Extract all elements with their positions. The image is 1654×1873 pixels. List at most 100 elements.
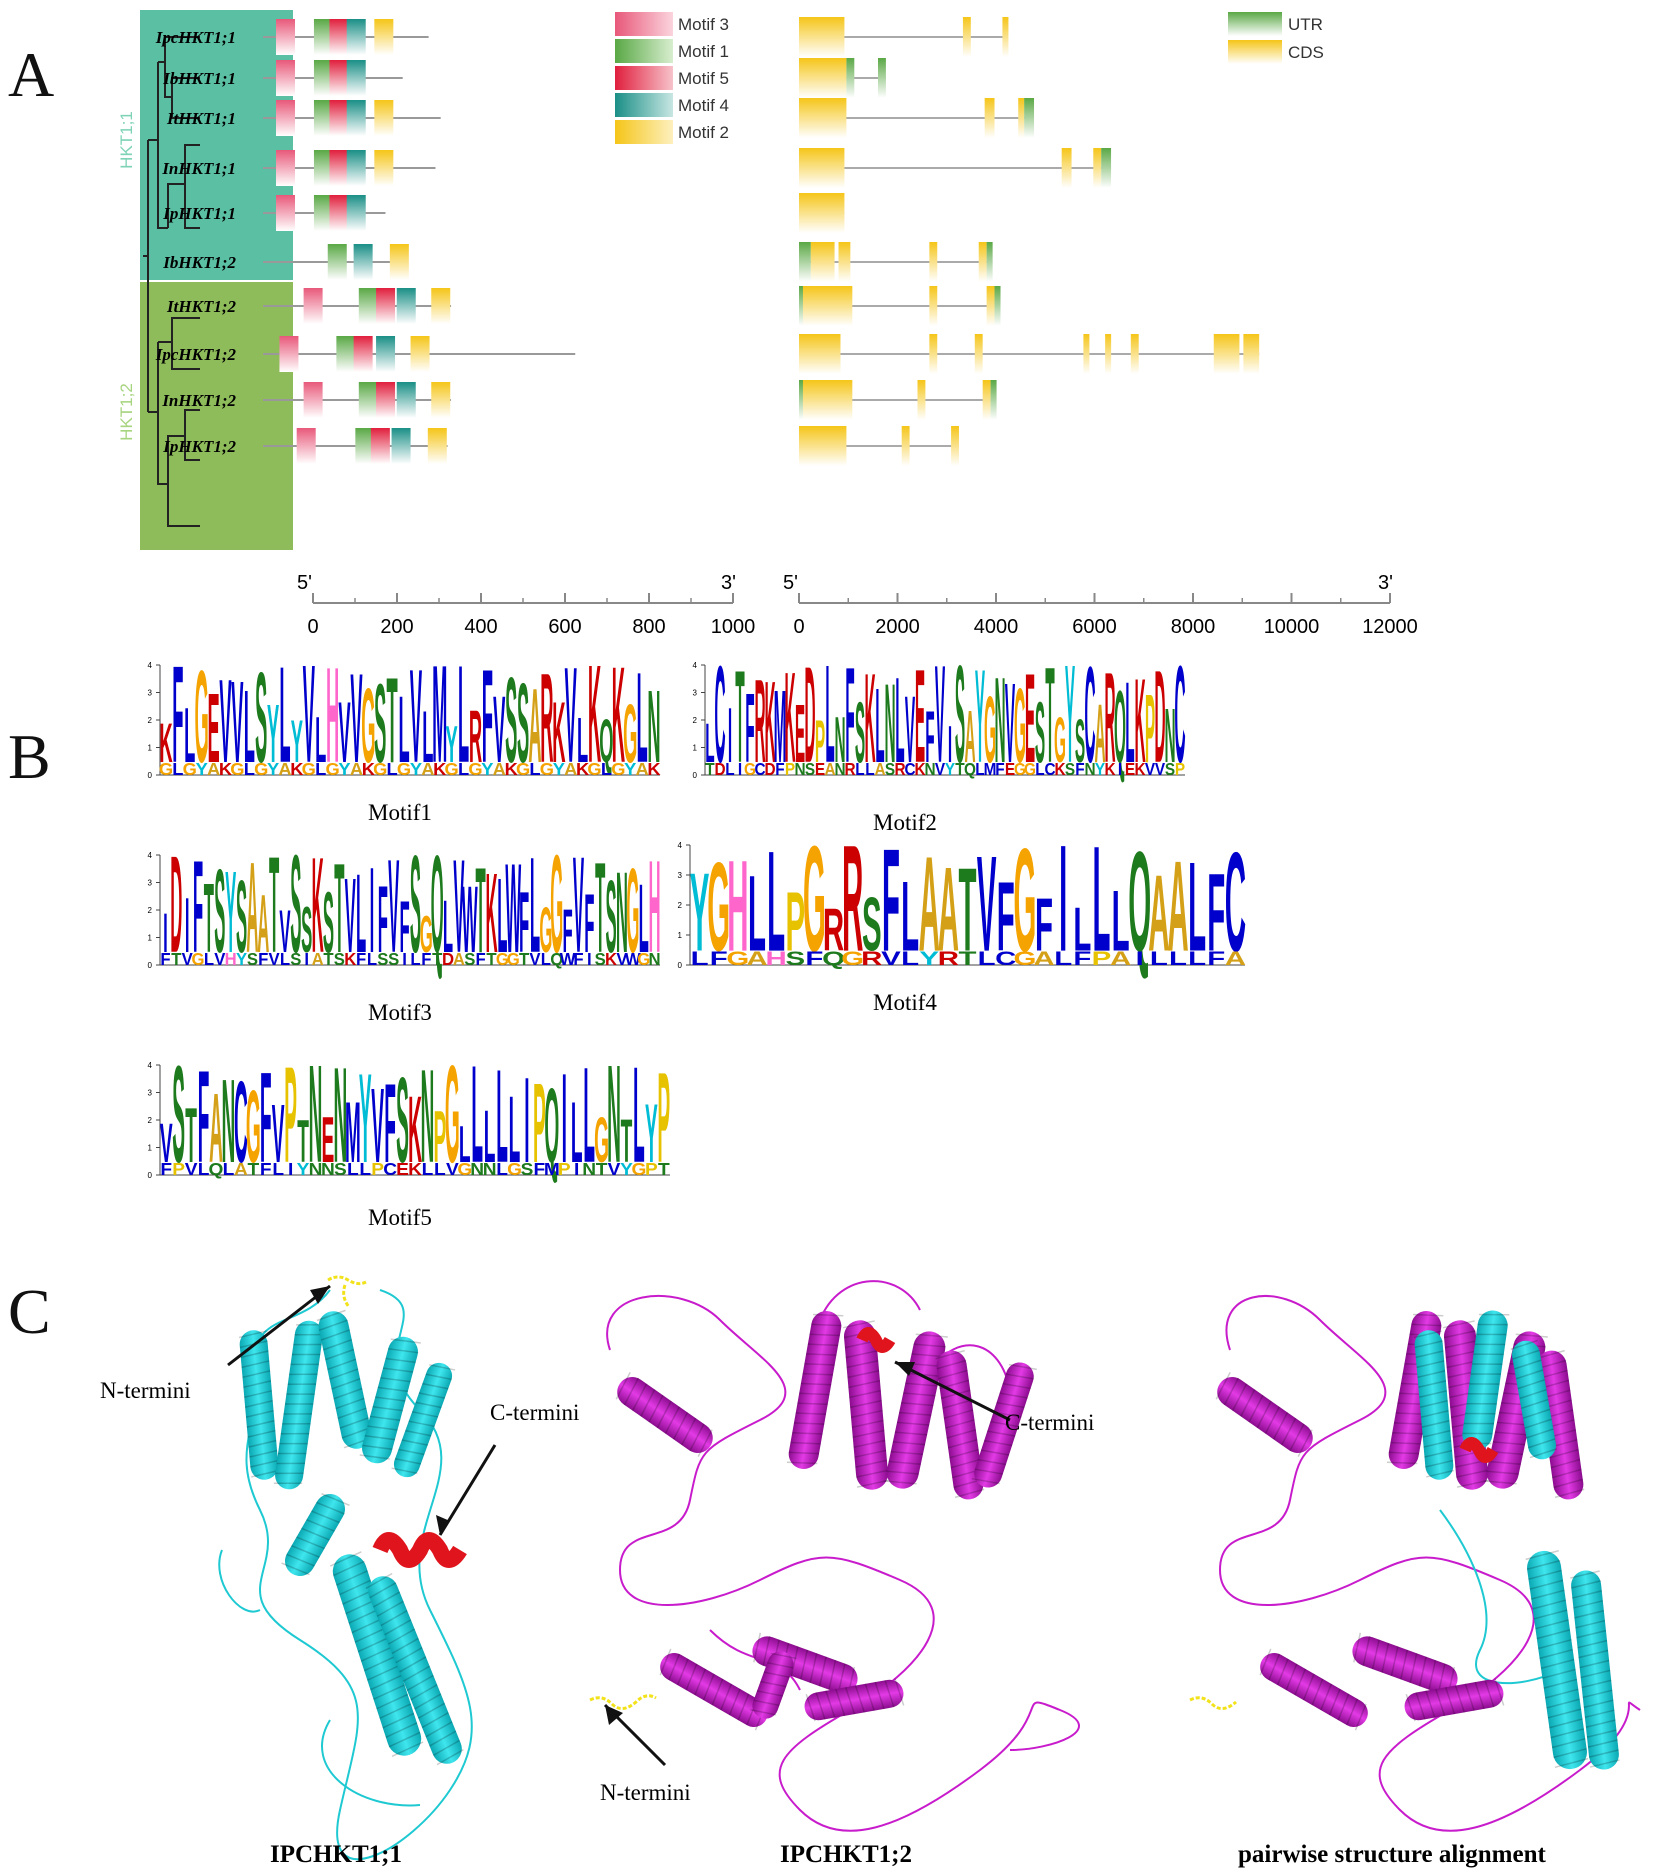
cyan-helix-turn xyxy=(405,1429,432,1437)
logo-residue-minor: P xyxy=(785,759,795,779)
motif-5-box xyxy=(329,60,349,96)
logo-residue-minor: Q xyxy=(209,1159,224,1179)
logo-residue: F xyxy=(172,660,183,791)
motif-1-box xyxy=(358,288,378,324)
logo-residue: A xyxy=(938,842,959,977)
gene-label: IbHKT1;1 xyxy=(162,69,236,88)
logo-residue: K xyxy=(312,828,324,981)
logo-residue-minor: G xyxy=(457,1159,472,1179)
magenta-helix xyxy=(752,1651,794,1719)
logo-residue: M xyxy=(774,669,787,784)
magenta-helix-turn xyxy=(648,1394,664,1423)
logo-residue: E xyxy=(1025,660,1035,790)
n-termini-arrowhead-2 xyxy=(605,1705,623,1725)
logo-y-tick-label: 2 xyxy=(148,1116,153,1125)
cyan-helix-turn xyxy=(248,1439,277,1448)
aligned-cyan-helix-turn xyxy=(1519,1388,1547,1400)
logo-residue: A xyxy=(1167,833,1188,978)
logo-residue-minor: I xyxy=(738,759,742,779)
aligned-cyan-helix-turn xyxy=(1414,1340,1443,1349)
logo-residue-minor: L xyxy=(1054,949,1072,970)
cyan-helix-turn xyxy=(279,1442,308,1445)
cds-exon xyxy=(799,17,845,57)
logo-residue: S xyxy=(505,660,517,788)
motif-5-box xyxy=(353,336,373,372)
logo-residue-minor: G xyxy=(744,759,756,779)
logo-residue-minor: Y xyxy=(620,1159,633,1179)
utr-exon xyxy=(986,242,993,282)
logo-residue-minor: Y xyxy=(1095,759,1105,779)
logo-residue-minor: A xyxy=(1033,949,1054,970)
cyan-helix-turn xyxy=(316,1309,346,1322)
cyan-helix-turn xyxy=(281,1562,310,1576)
logo-y-tick-label: 2 xyxy=(148,906,153,915)
logo-residue-minor: L xyxy=(541,949,551,970)
cyan-helix-turn xyxy=(390,1338,421,1344)
aligned-magenta-helix-turn xyxy=(1346,1698,1359,1726)
logo-residue: I xyxy=(185,881,190,968)
magenta-helix-turn xyxy=(672,1412,689,1440)
magenta-helix-turn xyxy=(940,1389,971,1400)
aligned-cyan-helix-turn xyxy=(1524,1418,1552,1429)
cyan-helix-turn xyxy=(376,1693,409,1710)
logo-residue-minor: N xyxy=(1084,759,1095,779)
logo-residue-minor: W xyxy=(625,949,642,970)
aligned-cyan-helix-turn xyxy=(1473,1353,1504,1356)
logo-residue: A xyxy=(209,1073,223,1183)
logo-residue: G xyxy=(623,686,637,780)
magenta-helix-turn xyxy=(795,1412,826,1416)
aligned-magenta-helix-turn xyxy=(1484,1480,1517,1485)
cyan-helix-turn xyxy=(362,1444,393,1451)
logo-residue-minor: I xyxy=(402,949,407,970)
logo-residue: Q xyxy=(1114,668,1126,784)
magenta-helix-turn xyxy=(809,1653,818,1684)
logo-residue: I xyxy=(163,902,168,964)
magenta-helix xyxy=(788,1310,842,1470)
logo-residue-minor: N xyxy=(483,1159,497,1179)
aligned-magenta-helix-turn xyxy=(1354,1703,1367,1731)
aligned-magenta-helix-turn xyxy=(1549,1448,1579,1459)
logo-residue-minor: R xyxy=(844,759,855,779)
aligned-cyan-helix-turn xyxy=(1474,1343,1506,1346)
logo-residue-minor: P xyxy=(371,1159,384,1179)
aligned-cyan-helix-turn xyxy=(1571,1580,1601,1589)
logo-residue: G xyxy=(707,838,730,978)
cyan-helix-turn xyxy=(286,1393,315,1395)
cyan-helix-turn xyxy=(336,1570,368,1586)
cyan-helix-turn xyxy=(318,1319,348,1332)
logo-residue-minor: V xyxy=(446,1159,460,1179)
panel-a: A HKT1;1 HKT1;2 IpcHKT1;1 IbHKT1;1 ItHKT1;… xyxy=(0,0,1654,640)
axis-tick-label: 800 xyxy=(632,616,665,638)
logo-residue-minor: R xyxy=(938,949,959,970)
logo-residue-minor: A xyxy=(453,949,465,970)
logo-residue: I xyxy=(728,691,732,778)
cyan-helix-turn xyxy=(240,1350,269,1359)
aligned-magenta-helix-turn xyxy=(1215,1371,1231,1400)
aligned-cyan-helix-turn xyxy=(1467,1393,1499,1395)
aligned-cyan-helix-turn xyxy=(1572,1590,1602,1599)
logo-residue-minor: S xyxy=(785,949,805,970)
aligned-magenta-helix-turn xyxy=(1494,1431,1528,1436)
magenta-helix-turn xyxy=(899,1411,932,1417)
cyan-helix-turn xyxy=(331,1378,361,1390)
aligned-magenta-helix-turn xyxy=(1311,1678,1324,1706)
logo-residue-minor: Y xyxy=(196,759,208,779)
cyan-helix-turn xyxy=(273,1482,303,1485)
logo-residue-minor: L xyxy=(601,759,612,779)
cyan-helix-turn xyxy=(246,1419,275,1428)
utr-exon xyxy=(1101,148,1112,188)
logo-residue: G xyxy=(445,1036,460,1192)
magenta-helix-turn xyxy=(848,1379,881,1389)
logo-y-tick-label: 0 xyxy=(148,961,153,970)
cyan-helix-turn xyxy=(242,1370,271,1379)
logo-residue-minor: T xyxy=(955,759,964,779)
gene-label: IpHKT1;2 xyxy=(162,437,236,456)
magenta-helix-turn xyxy=(753,1632,762,1663)
magenta-helix xyxy=(617,1377,713,1453)
motif-3-box xyxy=(276,60,295,96)
motif-5-box xyxy=(376,288,396,324)
panel-c: C N-termini C-termini C-term xyxy=(0,1250,1654,1873)
magenta-helix-turn xyxy=(790,1441,821,1445)
motif-1-box xyxy=(313,19,333,55)
axis-tick-label: 2000 xyxy=(875,616,920,638)
